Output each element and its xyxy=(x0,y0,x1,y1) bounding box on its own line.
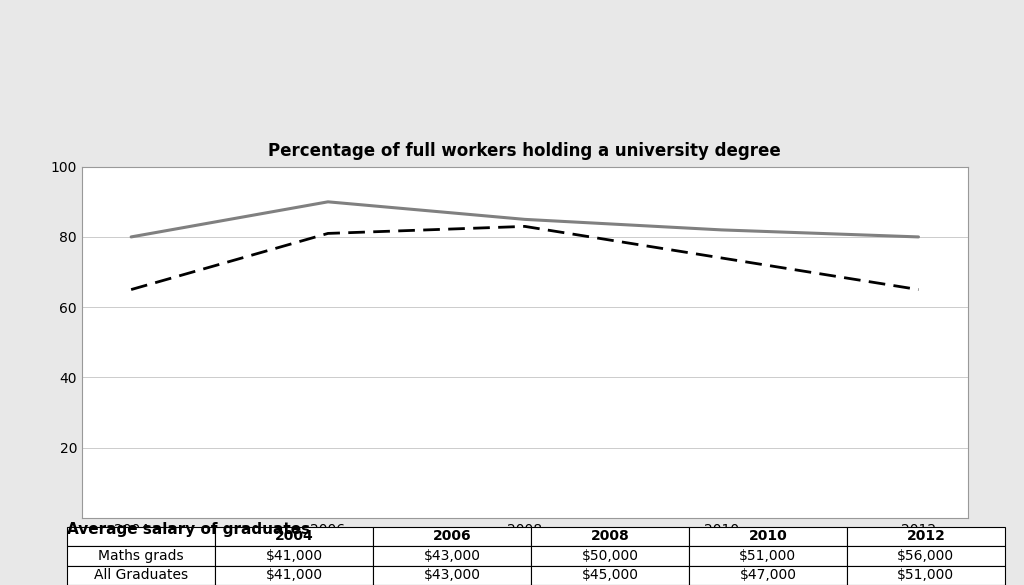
Bar xyxy=(847,526,1005,546)
Text: 2010: 2010 xyxy=(749,529,787,543)
Text: $51,000: $51,000 xyxy=(739,549,797,563)
Bar xyxy=(847,566,1005,585)
Bar xyxy=(689,566,847,585)
Bar xyxy=(689,546,847,566)
Bar xyxy=(215,526,373,546)
Bar xyxy=(530,526,689,546)
Bar xyxy=(67,546,215,566)
Bar xyxy=(215,566,373,585)
Text: $56,000: $56,000 xyxy=(897,549,954,563)
Bar xyxy=(689,526,847,546)
Text: Average salary of graduates: Average salary of graduates xyxy=(67,522,309,538)
Text: $50,000: $50,000 xyxy=(582,549,638,563)
Bar xyxy=(67,526,215,546)
Text: 2012: 2012 xyxy=(906,529,945,543)
Text: $41,000: $41,000 xyxy=(265,549,323,563)
Text: 2006: 2006 xyxy=(432,529,471,543)
Bar xyxy=(530,546,689,566)
Text: $43,000: $43,000 xyxy=(424,568,480,582)
Bar xyxy=(67,566,215,585)
Bar xyxy=(530,566,689,585)
Bar xyxy=(215,546,373,566)
Text: $45,000: $45,000 xyxy=(582,568,638,582)
Bar xyxy=(373,566,530,585)
Title: Percentage of full workers holding a university degree: Percentage of full workers holding a uni… xyxy=(268,142,781,160)
Text: All Graduates: All Graduates xyxy=(94,568,187,582)
Text: $43,000: $43,000 xyxy=(424,549,480,563)
Bar xyxy=(847,546,1005,566)
Text: Maths grads: Maths grads xyxy=(98,549,183,563)
Text: $47,000: $47,000 xyxy=(739,568,797,582)
Text: $41,000: $41,000 xyxy=(265,568,323,582)
Bar xyxy=(373,546,530,566)
Bar xyxy=(373,526,530,546)
Text: 2004: 2004 xyxy=(274,529,313,543)
Text: $51,000: $51,000 xyxy=(897,568,954,582)
Text: 2008: 2008 xyxy=(591,529,630,543)
